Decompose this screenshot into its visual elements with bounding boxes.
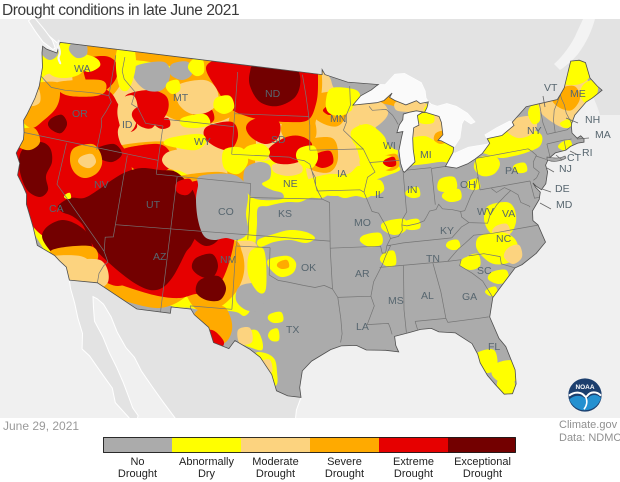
svg-text:NOAA: NOAA — [575, 384, 594, 391]
svg-text:NH: NH — [585, 114, 600, 126]
svg-text:NC: NC — [496, 233, 512, 245]
svg-text:OK: OK — [301, 262, 316, 274]
svg-text:RI: RI — [582, 147, 593, 159]
svg-text:IN: IN — [407, 184, 418, 196]
svg-text:VA: VA — [502, 208, 515, 220]
svg-text:AZ: AZ — [153, 251, 167, 263]
svg-text:NJ: NJ — [559, 163, 572, 175]
svg-text:MD: MD — [556, 199, 573, 211]
svg-text:MS: MS — [388, 295, 404, 307]
svg-text:OH: OH — [460, 179, 476, 191]
svg-text:MI: MI — [420, 149, 432, 161]
svg-text:CO: CO — [218, 206, 234, 218]
svg-text:KY: KY — [440, 225, 454, 237]
svg-text:NV: NV — [94, 179, 109, 191]
svg-text:UT: UT — [146, 199, 161, 211]
svg-text:KS: KS — [278, 208, 292, 220]
svg-text:IA: IA — [337, 168, 347, 180]
svg-text:GA: GA — [462, 291, 477, 303]
svg-text:MN: MN — [330, 113, 346, 125]
svg-text:VT: VT — [544, 82, 558, 94]
svg-text:ME: ME — [570, 88, 586, 100]
svg-text:IL: IL — [375, 189, 384, 201]
svg-text:ND: ND — [265, 88, 281, 100]
svg-text:TN: TN — [426, 253, 440, 265]
svg-text:MO: MO — [354, 217, 371, 229]
svg-text:WA: WA — [74, 63, 91, 75]
svg-text:CA: CA — [49, 203, 64, 215]
svg-text:TX: TX — [286, 324, 299, 336]
svg-text:NM: NM — [220, 254, 236, 266]
svg-text:WI: WI — [383, 140, 396, 152]
svg-text:AR: AR — [355, 268, 370, 280]
svg-text:OR: OR — [72, 108, 88, 120]
svg-text:MA: MA — [595, 129, 611, 141]
svg-text:AL: AL — [421, 290, 434, 302]
svg-text:DE: DE — [555, 183, 570, 195]
svg-text:MT: MT — [173, 92, 189, 104]
svg-text:PA: PA — [505, 165, 518, 177]
svg-text:CT: CT — [567, 152, 582, 164]
svg-text:NY: NY — [527, 125, 542, 137]
svg-text:ID: ID — [122, 119, 133, 131]
svg-text:WY: WY — [194, 136, 211, 148]
svg-text:FL: FL — [488, 341, 500, 353]
svg-text:WV: WV — [477, 206, 494, 218]
svg-text:LA: LA — [356, 321, 369, 333]
svg-text:SC: SC — [477, 265, 492, 277]
svg-text:NE: NE — [283, 178, 298, 190]
svg-text:SD: SD — [271, 134, 286, 146]
